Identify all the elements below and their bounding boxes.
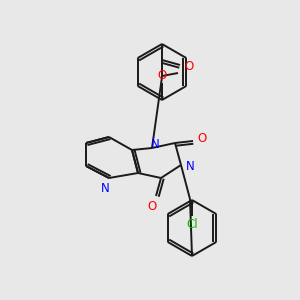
Text: O: O [184,61,193,74]
Text: O: O [147,200,157,213]
Text: O: O [158,69,166,82]
Text: N: N [186,160,195,172]
Text: N: N [100,182,109,195]
Text: N: N [151,137,159,151]
Text: O: O [197,133,206,146]
Text: Cl: Cl [186,218,198,231]
